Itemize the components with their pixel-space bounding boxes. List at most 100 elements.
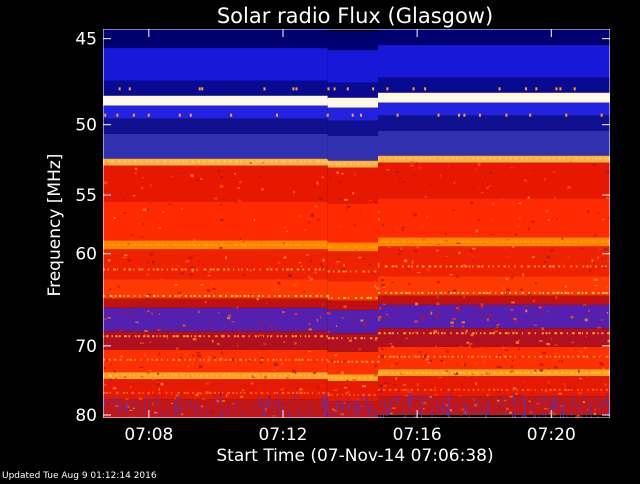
heatmap-speckle [283,341,285,343]
heatmap-line-dot [384,157,386,160]
heatmap-line-dot [399,157,402,160]
heatmap-speckle-blue [602,400,604,408]
heatmap-line-dot [541,240,544,243]
heatmap-line-dot [581,332,584,335]
heatmap-speckle [354,293,358,296]
heatmap-speckle [129,385,132,389]
heatmap-speckle [237,199,242,202]
heatmap-speckle [434,326,437,328]
heatmap-line-dot [520,240,523,243]
heatmap-band [327,251,379,282]
heatmap-speckle [607,217,610,219]
heatmap-speckle [116,411,119,414]
heatmap-line-dot [237,335,240,338]
heatmap-speckle [281,362,283,366]
heatmap-line-dot [604,371,606,374]
heatmap-speckle [529,324,532,326]
heatmap-line-dot [597,371,600,374]
heatmap-speckle [529,411,533,414]
heatmap-speckle [387,296,391,299]
heatmap-speckle [503,399,507,402]
heatmap-speckle-blue [524,412,526,418]
heatmap-line-dot [327,337,331,340]
heatmap-speckle [476,354,481,357]
heatmap-speckle [587,409,589,411]
heatmap-speckle [127,259,132,262]
heatmap-speckle [257,280,259,283]
heatmap-speckle [446,336,450,339]
heatmap-speckle [287,411,289,414]
heatmap-speckle [160,382,164,386]
heatmap-line-dot [222,374,226,377]
heatmap-speckle [600,355,602,357]
heatmap-line-dot [343,296,347,299]
heatmap-speckle-orange [535,87,538,91]
heatmap-speckle [584,347,587,349]
heatmap-speckle [134,172,138,175]
heatmap-line-dot [138,391,141,394]
heatmap-line-dot [549,240,552,243]
heatmap-speckle [410,161,414,165]
heatmap-speckle [258,352,261,354]
heatmap-line-dot [152,391,154,394]
heatmap-speckle [525,309,528,313]
heatmap-line-dot [439,240,443,243]
heatmap-line-dot [560,291,563,294]
heatmap-speckle [515,392,518,395]
heatmap-speckle-blue [175,407,177,413]
heatmap-speckle [143,353,147,357]
heatmap-line-dot [387,240,389,243]
heatmap-line-dot [558,388,561,391]
heatmap-line-dot [542,291,544,294]
heatmap-line-dot [338,162,342,165]
heatmap-line-dot [228,358,232,361]
heatmap-line-dot [254,358,257,361]
heatmap-speckle-blue [125,406,127,411]
heatmap-line-dot [581,291,584,294]
heatmap-speckle-blue [156,396,158,406]
heatmap-line-dot [260,358,264,361]
heatmap-speckle-blue [293,393,295,399]
heatmap-band [103,298,328,308]
heatmap-line-dot [341,360,343,363]
heatmap-speckle [555,296,558,299]
heatmap-speckle [162,327,165,329]
heatmap-band [327,120,379,136]
heatmap-speckle [374,339,377,342]
heatmap-line-dot [504,332,508,335]
heatmap-speckle [494,330,498,333]
heatmap-speckle [449,393,452,395]
heatmap-line-dot [360,337,364,340]
heatmap-line-dot [447,355,450,358]
heatmap-line-dot [210,243,213,246]
heatmap-line-dot [332,270,335,273]
heatmap-speckle-blue [119,403,121,414]
heatmap-line-dot [416,265,419,268]
heatmap-speckle [510,370,514,374]
heatmap-speckle [184,392,188,395]
heatmap-speckle [186,336,190,339]
heatmap-speckle [445,255,449,257]
heatmap-line-dot [275,268,278,271]
heatmap-speckle [402,226,406,229]
heatmap-speckle [191,270,194,273]
heatmap-speckle-blue [105,399,107,403]
heatmap-speckle-blue [384,402,386,407]
heatmap-speckle [449,409,453,412]
heatmap-line-dot [521,291,525,294]
heatmap-speckle [466,341,470,344]
heatmap-speckle [435,315,439,319]
heatmap-speckle [166,182,168,185]
heatmap-band [378,295,610,305]
heatmap-speckle [600,363,604,366]
heatmap-speckle [477,218,480,221]
heatmap-line-dot [441,371,444,374]
heatmap-speckle [524,289,527,292]
heatmap-line-dot [223,160,226,163]
heatmap-speckle [518,356,523,358]
heatmap-speckle [205,270,207,273]
heatmap-speckle-orange [478,113,481,117]
heatmap-line-dot [444,371,447,374]
heatmap-line-dot [388,332,392,335]
heatmap-speckle [448,165,450,168]
